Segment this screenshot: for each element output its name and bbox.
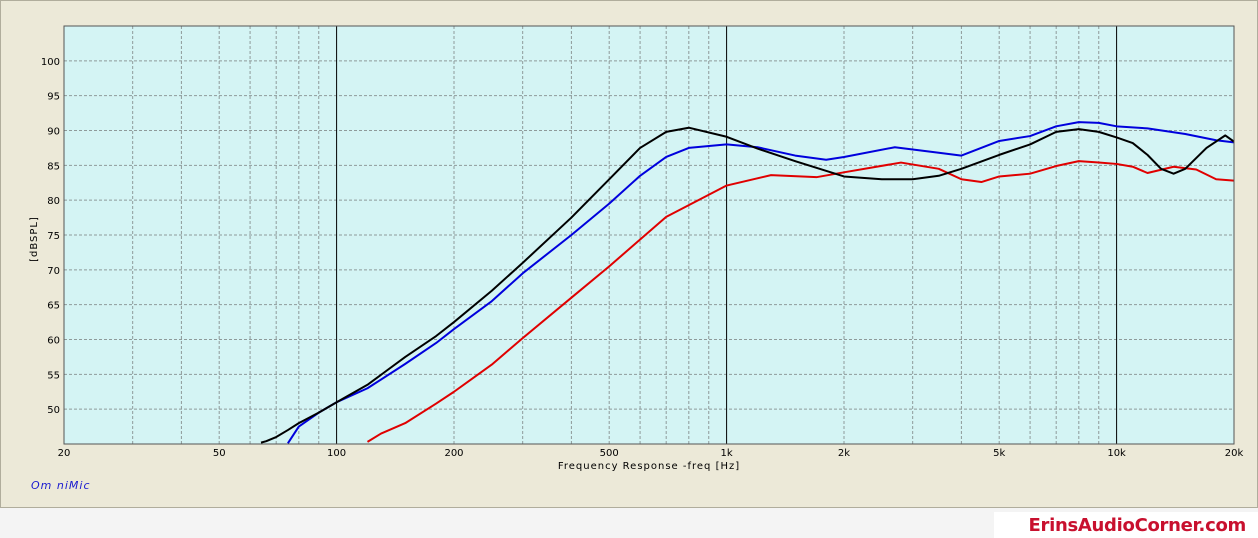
x-tick-label: 100 — [327, 448, 346, 459]
y-tick-label: 95 — [47, 92, 60, 103]
x-tick-label: 200 — [444, 448, 463, 459]
y-axis-label: [dBSPL] — [29, 216, 40, 262]
watermark-banner: ErinsAudioCorner.com — [994, 512, 1258, 538]
x-tick-label: 10k — [1107, 448, 1126, 459]
frequency-response-chart: 50 55 60 65 70 75 80 85 90 95 100 20 50 100 200 500 1k 2k… — [29, 25, 1244, 472]
x-tick-label: 20 — [58, 448, 71, 459]
x-tick-label: 5k — [993, 448, 1005, 459]
y-tick-label: 55 — [47, 370, 60, 381]
y-tick-label: 60 — [47, 336, 60, 347]
y-tick-label: 90 — [47, 127, 60, 138]
x-tick-label: 2k — [838, 448, 850, 459]
y-tick-label: 70 — [47, 266, 60, 277]
series-layer — [260, 121, 1234, 444]
tick-labels: 50 55 60 65 70 75 80 85 90 95 100 20 50 100 200 500 1k 2k… — [41, 57, 1244, 459]
grid-lines — [64, 26, 1234, 444]
y-tick-label: 50 — [47, 405, 60, 416]
y-tick-label: 100 — [41, 57, 60, 68]
series-line-3 — [260, 126, 1234, 444]
y-tick-label: 85 — [47, 161, 60, 172]
series-line-2 — [287, 121, 1234, 444]
watermark-text: ErinsAudioCorner.com — [1028, 514, 1247, 536]
x-tick-label: 20k — [1225, 448, 1244, 459]
omnimic-label: Om niMic — [31, 479, 91, 492]
x-tick-label: 500 — [600, 448, 619, 459]
y-tick-label: 65 — [47, 301, 60, 312]
chart-window: 50 55 60 65 70 75 80 85 90 95 100 20 50 100 200 500 1k 2k… — [0, 0, 1258, 508]
y-tick-label: 80 — [47, 196, 60, 207]
plot-border — [63, 25, 1235, 445]
y-tick-label: 75 — [47, 231, 60, 242]
x-axis-label: Frequency Response -freq [Hz] — [558, 461, 740, 472]
x-tick-label: 50 — [213, 448, 226, 459]
x-tick-label: 1k — [721, 448, 733, 459]
series-line-1 — [366, 160, 1234, 443]
